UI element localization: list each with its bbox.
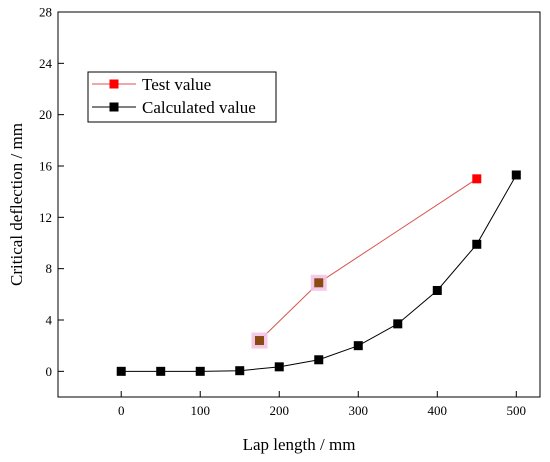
data-point bbox=[156, 366, 166, 376]
x-tick-label: 300 bbox=[349, 403, 369, 418]
data-point bbox=[274, 362, 284, 372]
x-tick-label: 400 bbox=[428, 403, 448, 418]
data-point bbox=[511, 170, 521, 180]
y-axis-title: Critical deflection / mm bbox=[7, 123, 26, 286]
legend: Test value Calculated value bbox=[87, 71, 277, 123]
plot-frame bbox=[57, 11, 541, 398]
data-point bbox=[353, 341, 363, 351]
legend-label: Calculated value bbox=[142, 98, 256, 117]
data-point bbox=[254, 336, 264, 346]
data-point bbox=[195, 366, 205, 376]
data-point bbox=[432, 285, 442, 295]
legend-item: Test value bbox=[92, 75, 211, 94]
data-point bbox=[116, 366, 126, 376]
x-tick-label: 200 bbox=[269, 403, 289, 418]
x-tick-label: 0 bbox=[118, 403, 125, 418]
x-axis-ticks: 0 100 200 300 400 500 bbox=[118, 391, 526, 418]
y-tick-label: 0 bbox=[46, 364, 53, 379]
y-tick-label: 28 bbox=[39, 5, 52, 20]
data-point bbox=[235, 366, 245, 376]
data-point bbox=[314, 278, 324, 288]
data-point bbox=[472, 174, 482, 184]
legend-swatch-marker bbox=[109, 102, 119, 112]
y-tick-label: 20 bbox=[39, 107, 52, 122]
x-tick-label: 100 bbox=[190, 403, 210, 418]
y-tick-label: 4 bbox=[46, 313, 53, 328]
series-line bbox=[121, 174, 517, 372]
legend-box bbox=[87, 71, 277, 123]
legend-swatch-marker bbox=[109, 79, 119, 89]
series-line bbox=[259, 178, 478, 341]
legend-item: Calculated value bbox=[92, 98, 256, 117]
legend-label: Test value bbox=[142, 75, 211, 94]
data-point bbox=[314, 355, 324, 365]
x-tick-label: 500 bbox=[507, 403, 527, 418]
y-axis-ticks: 0 4 8 12 16 20 24 28 bbox=[39, 5, 64, 379]
y-tick-label: 16 bbox=[39, 159, 53, 174]
y-tick-label: 8 bbox=[46, 261, 53, 276]
series-test-value bbox=[251, 174, 482, 349]
series-layer bbox=[116, 170, 521, 376]
series-calculated-value bbox=[116, 170, 521, 376]
data-point bbox=[472, 239, 482, 249]
data-point bbox=[393, 319, 403, 329]
y-tick-label: 12 bbox=[39, 210, 52, 225]
y-tick-label: 24 bbox=[39, 56, 53, 71]
x-axis-title: Lap length / mm bbox=[243, 435, 356, 454]
